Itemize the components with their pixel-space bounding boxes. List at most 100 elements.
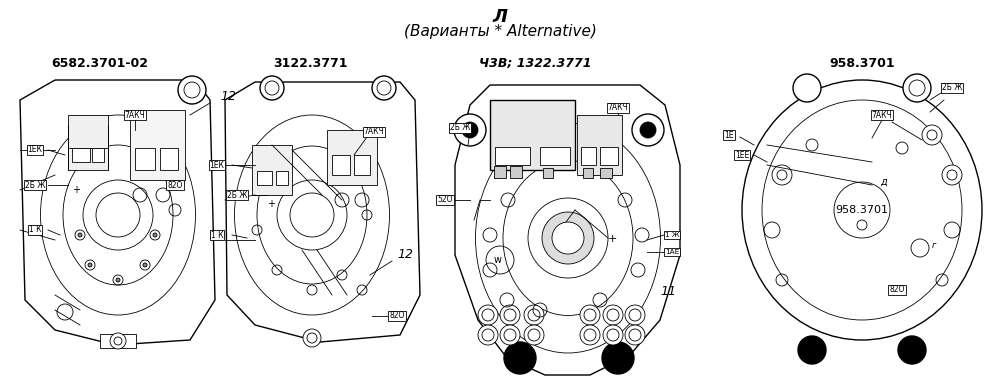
Text: 82О: 82О (889, 285, 905, 295)
Circle shape (462, 122, 478, 138)
Circle shape (903, 74, 931, 102)
Bar (276, 171, 288, 185)
Text: 7АКЧ: 7АКЧ (608, 104, 628, 113)
PathPatch shape (455, 85, 680, 375)
Circle shape (542, 212, 594, 264)
Circle shape (303, 329, 321, 347)
Bar (327, 130, 377, 185)
Text: Л: Л (492, 8, 508, 26)
Bar (135, 148, 155, 170)
Circle shape (260, 76, 284, 100)
Circle shape (277, 180, 347, 250)
Circle shape (500, 325, 520, 345)
Text: 7АКЧ: 7АКЧ (125, 111, 145, 119)
Text: 82О: 82О (167, 180, 183, 189)
Text: 2Б Ж: 2Б Ж (25, 180, 45, 189)
Circle shape (603, 305, 623, 325)
Text: 7АКЧ: 7АКЧ (364, 127, 384, 136)
Text: 52О: 52О (437, 195, 453, 205)
Bar (130, 110, 185, 180)
Circle shape (178, 76, 206, 104)
Circle shape (57, 304, 73, 320)
Circle shape (524, 325, 544, 345)
Text: 82О: 82О (389, 311, 405, 321)
Circle shape (478, 325, 498, 345)
Circle shape (504, 342, 536, 374)
Circle shape (110, 333, 126, 349)
Bar (540, 147, 570, 165)
Bar (257, 171, 272, 185)
Circle shape (798, 336, 826, 364)
Circle shape (552, 222, 584, 254)
Text: 1 Ж: 1 Ж (665, 232, 679, 238)
Circle shape (625, 305, 645, 325)
Text: 1 К: 1 К (29, 225, 41, 235)
Bar (600, 147, 618, 165)
Text: 2Б Ж: 2Б Ж (450, 124, 470, 132)
Circle shape (500, 305, 520, 325)
Text: 6582.3701-02: 6582.3701-02 (52, 57, 148, 70)
Bar (494, 166, 506, 178)
Circle shape (454, 114, 486, 146)
Text: m: m (116, 178, 124, 187)
Text: 1 К: 1 К (211, 230, 223, 240)
Circle shape (603, 325, 623, 345)
Bar (354, 155, 370, 175)
Text: +: + (608, 234, 617, 244)
Bar (577, 115, 622, 175)
Text: +: + (267, 199, 275, 209)
Bar (543, 168, 553, 178)
Circle shape (898, 336, 926, 364)
Circle shape (942, 165, 962, 185)
Circle shape (632, 114, 664, 146)
Circle shape (116, 278, 120, 282)
Bar (72, 148, 90, 162)
Text: 958.3701: 958.3701 (829, 57, 895, 70)
Circle shape (143, 263, 147, 267)
Bar (495, 147, 530, 165)
Circle shape (83, 180, 153, 250)
Circle shape (640, 122, 656, 138)
Bar (92, 148, 104, 162)
Text: (Варианты * Alternative): (Варианты * Alternative) (404, 24, 596, 39)
Text: 958.3701: 958.3701 (836, 205, 889, 215)
Bar (252, 145, 292, 195)
Bar (160, 148, 178, 170)
Circle shape (580, 325, 600, 345)
Text: г: г (932, 241, 936, 250)
Circle shape (922, 125, 942, 145)
Text: 11: 11 (660, 285, 676, 298)
Text: 2Б Ж: 2Б Ж (227, 190, 247, 200)
Text: 1ЕК: 1ЕК (28, 146, 42, 154)
Circle shape (580, 305, 600, 325)
Circle shape (153, 233, 157, 237)
Circle shape (793, 74, 821, 102)
Text: 1ЕЕ: 1ЕЕ (735, 151, 749, 159)
Circle shape (478, 305, 498, 325)
Bar (510, 166, 522, 178)
Bar (68, 115, 108, 170)
Circle shape (528, 198, 608, 278)
Text: Ч3В; 1322.3771: Ч3В; 1322.3771 (479, 57, 591, 70)
Circle shape (524, 305, 544, 325)
Text: 1Е: 1Е (724, 131, 734, 139)
Circle shape (372, 76, 396, 100)
Text: +: + (72, 185, 80, 195)
Text: д: д (880, 177, 887, 187)
Circle shape (78, 233, 82, 237)
PathPatch shape (20, 80, 215, 345)
Bar (332, 155, 350, 175)
Text: 7АКЧ: 7АКЧ (872, 111, 892, 119)
Text: w: w (494, 255, 502, 265)
Bar (581, 147, 596, 165)
Circle shape (625, 325, 645, 345)
Text: 2Б Ж: 2Б Ж (942, 83, 962, 93)
Text: 12: 12 (220, 90, 236, 103)
Bar (490, 100, 575, 170)
Circle shape (88, 263, 92, 267)
Text: 1ЕК: 1ЕК (210, 161, 224, 169)
Text: 12: 12 (397, 248, 413, 261)
Bar (100, 334, 136, 348)
Bar (600, 168, 612, 178)
Text: 3122.3771: 3122.3771 (273, 57, 347, 70)
